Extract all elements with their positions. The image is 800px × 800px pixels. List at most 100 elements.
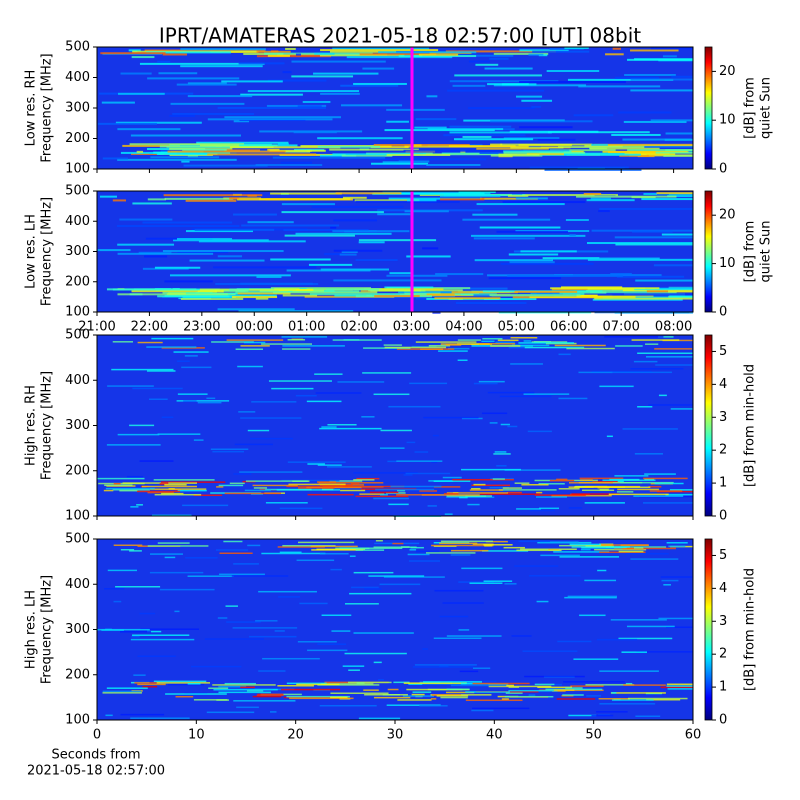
colorbar-tick-label: 3 — [719, 614, 727, 629]
spectrogram-texture — [256, 694, 284, 697]
spectrogram-texture — [311, 549, 364, 551]
spectrogram-texture — [579, 614, 606, 617]
spectrogram-texture — [502, 201, 586, 204]
spectrogram-texture — [476, 203, 565, 206]
spectrogram-texture — [568, 714, 597, 717]
spectrogram-texture — [500, 262, 594, 265]
spectrogram-texture — [307, 463, 325, 465]
spectrogram-texture — [266, 104, 327, 107]
y-axis-label: Low res. LH — [24, 214, 39, 289]
spectrogram-texture — [592, 481, 621, 483]
spectrogram-texture — [648, 404, 693, 406]
spectrogram-texture — [449, 125, 512, 128]
spectrogram-texture — [117, 293, 228, 296]
spectrogram-texture — [342, 665, 365, 667]
spectrogram-texture — [614, 76, 659, 79]
spectrogram-texture — [106, 485, 136, 487]
spectrogram-texture — [274, 630, 285, 632]
spectrogram-texture — [297, 105, 322, 108]
spectrogram-texture — [483, 544, 513, 546]
spectrogram-texture — [102, 690, 142, 693]
spectrogram-texture — [122, 144, 180, 147]
spectrogram-texture — [522, 650, 578, 652]
spectrogram-texture — [349, 592, 412, 595]
spectrogram-texture — [489, 57, 509, 60]
spectrogram-texture — [286, 682, 327, 685]
spectrogram-texture — [508, 253, 559, 256]
spectrogram-texture — [641, 198, 693, 201]
spectrogram-texture — [233, 120, 250, 123]
spectrogram-texture — [471, 484, 510, 487]
spectrogram-texture — [537, 138, 576, 141]
spectrogram-texture — [446, 495, 492, 497]
spectrogram-texture — [611, 692, 617, 694]
spectrogram-texture — [164, 280, 213, 283]
spectrogram-texture — [474, 259, 553, 262]
spectrogram-texture — [324, 253, 345, 256]
spectrogram-texture — [631, 339, 680, 341]
spectrogram-texture — [244, 489, 271, 492]
spectrogram-texture — [313, 72, 379, 75]
spectrogram-texture — [207, 118, 333, 121]
spectrogram-texture — [235, 290, 360, 293]
spectrogram-texture — [644, 478, 655, 481]
spectrogram-texture — [432, 434, 439, 437]
spectrogram-texture — [162, 250, 284, 253]
spectrogram-texture — [377, 213, 411, 216]
spectrogram-texture — [462, 218, 551, 221]
spectrogram-texture — [225, 605, 238, 607]
spectrogram-texture — [378, 51, 477, 54]
spectrogram-texture — [375, 488, 435, 491]
spectrogram-texture — [185, 199, 237, 202]
spectrogram-texture — [383, 576, 445, 578]
spectrogram-texture — [314, 373, 343, 375]
spectrogram-texture — [295, 232, 392, 235]
spectrogram-texture — [519, 81, 626, 84]
spectrogram-texture — [240, 417, 302, 419]
spectrogram-texture — [386, 108, 445, 111]
spectrogram-texture — [151, 514, 192, 517]
spectrogram-texture — [553, 551, 610, 553]
spectrogram-texture — [255, 620, 278, 622]
spectrogram-texture — [561, 286, 623, 289]
spectrogram-texture — [321, 614, 352, 617]
spectrogram-texture — [106, 288, 197, 291]
spectrogram-texture — [262, 657, 320, 660]
y-tick-label: 500 — [65, 328, 90, 343]
spectrogram-texture — [164, 294, 277, 297]
spectrogram-texture — [319, 552, 349, 555]
spectrogram-texture — [610, 692, 666, 694]
spectrogram-texture — [154, 266, 201, 269]
spectrogram-texture — [182, 148, 227, 151]
spectrogram-texture — [487, 83, 529, 86]
spectrogram-texture — [508, 686, 520, 688]
spectrogram-texture — [239, 471, 303, 473]
spectrogram-texture — [364, 693, 408, 696]
spectrogram-texture — [247, 221, 294, 224]
spectrogram-texture — [410, 546, 424, 549]
spectrogram-texture — [658, 394, 667, 397]
spectrogram-texture — [162, 291, 199, 294]
spectrogram-texture — [430, 698, 437, 700]
spectrogram-texture — [629, 154, 693, 157]
spectrogram-texture — [531, 341, 568, 343]
spectrogram-texture — [187, 95, 253, 98]
spectrogram-texture — [247, 429, 270, 432]
spectrogram-texture — [591, 370, 652, 373]
spectrogram-texture — [507, 425, 518, 428]
spectrogram-texture — [285, 47, 296, 50]
spectrogram-texture — [183, 164, 268, 167]
spectrogram-texture — [403, 149, 524, 152]
spectrogram-texture — [484, 545, 493, 547]
spectrogram-texture — [504, 695, 554, 698]
spectrogram-texture — [614, 475, 649, 477]
spectrogram-texture — [258, 590, 317, 593]
spectrogram-texture — [382, 191, 481, 194]
spectrogram-texture — [562, 694, 584, 696]
spectrogram-texture — [288, 483, 346, 486]
spectrogram-texture — [564, 596, 617, 599]
spectrogram-texture — [538, 483, 565, 485]
spectrogram-texture — [569, 543, 601, 546]
spectrogram-texture — [469, 582, 503, 584]
spectrogram-texture — [549, 479, 575, 482]
